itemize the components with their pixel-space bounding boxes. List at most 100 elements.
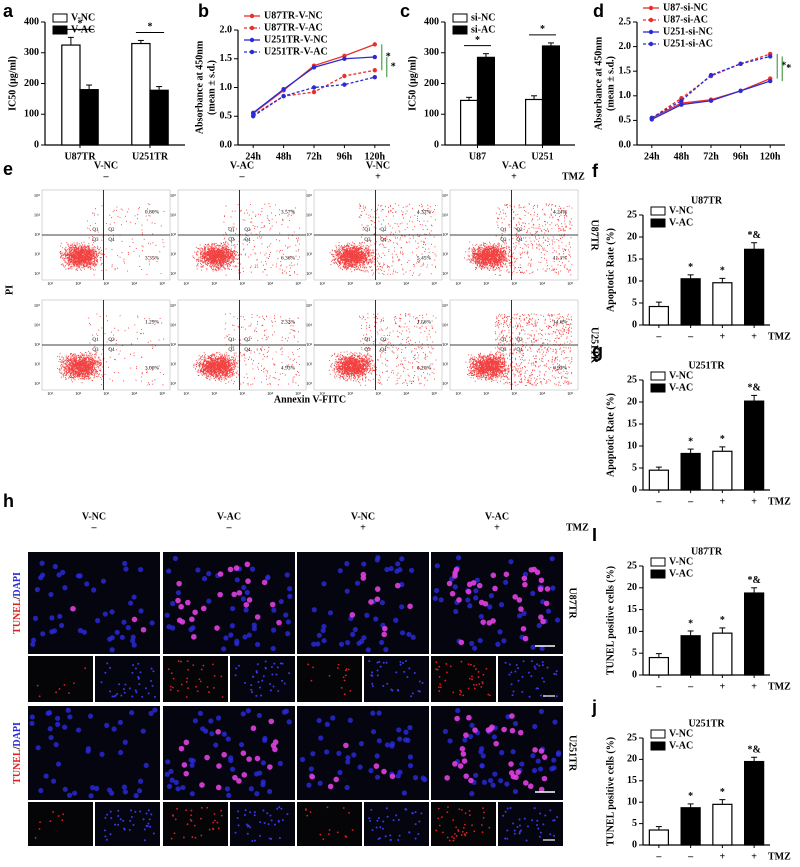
quadrant-label: Q2 [516, 338, 523, 343]
nucleus [190, 625, 196, 631]
y-tick-label: 1.5 [619, 65, 632, 76]
micrograph-red [28, 802, 93, 846]
red-dot [169, 685, 172, 688]
red-dot [455, 834, 458, 837]
tunel-nucleus [178, 745, 185, 752]
blue-dot [255, 670, 258, 673]
blue-dot [514, 670, 517, 673]
y-tick-label: 10 [627, 275, 637, 286]
red-dot [485, 667, 488, 670]
bar [743, 760, 765, 846]
nucleus [361, 561, 367, 567]
nucleus [122, 739, 128, 745]
nucleus [287, 593, 293, 600]
nucleus [407, 762, 414, 769]
quadrant-percent: 0.80% [145, 209, 160, 215]
blue-dot [392, 819, 395, 822]
nucleus [399, 630, 406, 636]
red-dot [344, 674, 347, 677]
blue-dot [521, 690, 524, 693]
axis-tick-label: 10² [306, 362, 313, 367]
tunel-nucleus [493, 740, 499, 747]
blue-dot [413, 671, 416, 674]
nucleus [50, 778, 57, 784]
nucleus [554, 617, 561, 623]
blue-dot [264, 667, 267, 670]
axis-tick-label: 10⁵ [431, 281, 438, 286]
nucleus [442, 728, 449, 735]
nucleus [403, 729, 409, 735]
legend-swatch [650, 206, 666, 216]
blue-dot [510, 671, 513, 674]
x-tick-label: 72h [703, 151, 719, 162]
tunel-nucleus [183, 770, 190, 777]
blue-dot [135, 691, 138, 694]
nucleus [170, 600, 176, 607]
x-tick-label: 48h [276, 151, 292, 162]
red-dot [180, 660, 182, 663]
axis-tick-label: 10¹ [306, 381, 313, 386]
tunel-nucleus [215, 729, 221, 735]
tunel-nucleus [456, 597, 462, 603]
legend-marker [648, 17, 654, 23]
micrograph-red [297, 802, 362, 846]
nucleus [244, 589, 250, 596]
blue-dot [533, 665, 536, 668]
red-dot [198, 678, 201, 681]
tunel-nucleus [368, 599, 374, 605]
blue-dot [398, 834, 401, 837]
tunel-nucleus [191, 634, 197, 640]
quadrant-percent: 14.6% [553, 319, 568, 325]
red-dot [185, 696, 188, 698]
tunel-nucleus [470, 580, 477, 586]
red-dot [221, 696, 224, 698]
axis-tick-label: 10³ [170, 232, 177, 237]
nucleus [374, 557, 380, 563]
x-tick-label: 96h [733, 151, 749, 162]
panel-letter: e [3, 159, 13, 179]
red-dot [437, 817, 440, 820]
blue-dot [259, 821, 262, 824]
axis-tick-label: 10⁴ [131, 391, 138, 396]
x-axis-label: TMZ [768, 331, 791, 342]
nucleus [283, 612, 289, 618]
red-dot [462, 826, 465, 829]
nucleus [164, 771, 170, 777]
tunel-nucleus [236, 590, 243, 596]
red-dot [473, 683, 475, 686]
blue-dot [544, 814, 547, 817]
nucleus [95, 618, 101, 624]
red-dot [451, 836, 453, 838]
blue-dot [134, 689, 137, 692]
red-dot [460, 809, 463, 811]
nucleus [175, 786, 181, 792]
blue-dot [271, 673, 274, 676]
red-dot [185, 681, 188, 683]
nucleus [166, 783, 173, 789]
blue-dot [402, 661, 405, 664]
blue-dot [379, 665, 382, 668]
nucleus [215, 715, 222, 721]
blue-dot [246, 832, 249, 835]
treatment-label: TMZ [562, 171, 585, 182]
blue-dot [137, 677, 140, 680]
nucleus [30, 641, 36, 647]
quadrant-label: Q1 [364, 228, 371, 233]
y-tick-label: 25 [627, 732, 637, 743]
blue-dot [389, 834, 392, 837]
nucleus [262, 737, 268, 743]
blue-dot [286, 813, 289, 816]
nucleus [107, 636, 113, 642]
tunel-nucleus [221, 751, 227, 758]
stain-part: / [12, 746, 23, 750]
red-dot [483, 811, 485, 814]
blue-dot [152, 670, 155, 673]
quadrant-percent: 4.93% [281, 365, 296, 371]
tunel-nucleus [480, 619, 487, 625]
nucleus [395, 561, 401, 567]
blue-dot [257, 681, 260, 684]
axis-tick-label: 10¹ [170, 381, 177, 386]
x-tick-label: 72h [306, 151, 322, 162]
blue-dot [541, 661, 544, 664]
blue-dot [382, 661, 385, 664]
